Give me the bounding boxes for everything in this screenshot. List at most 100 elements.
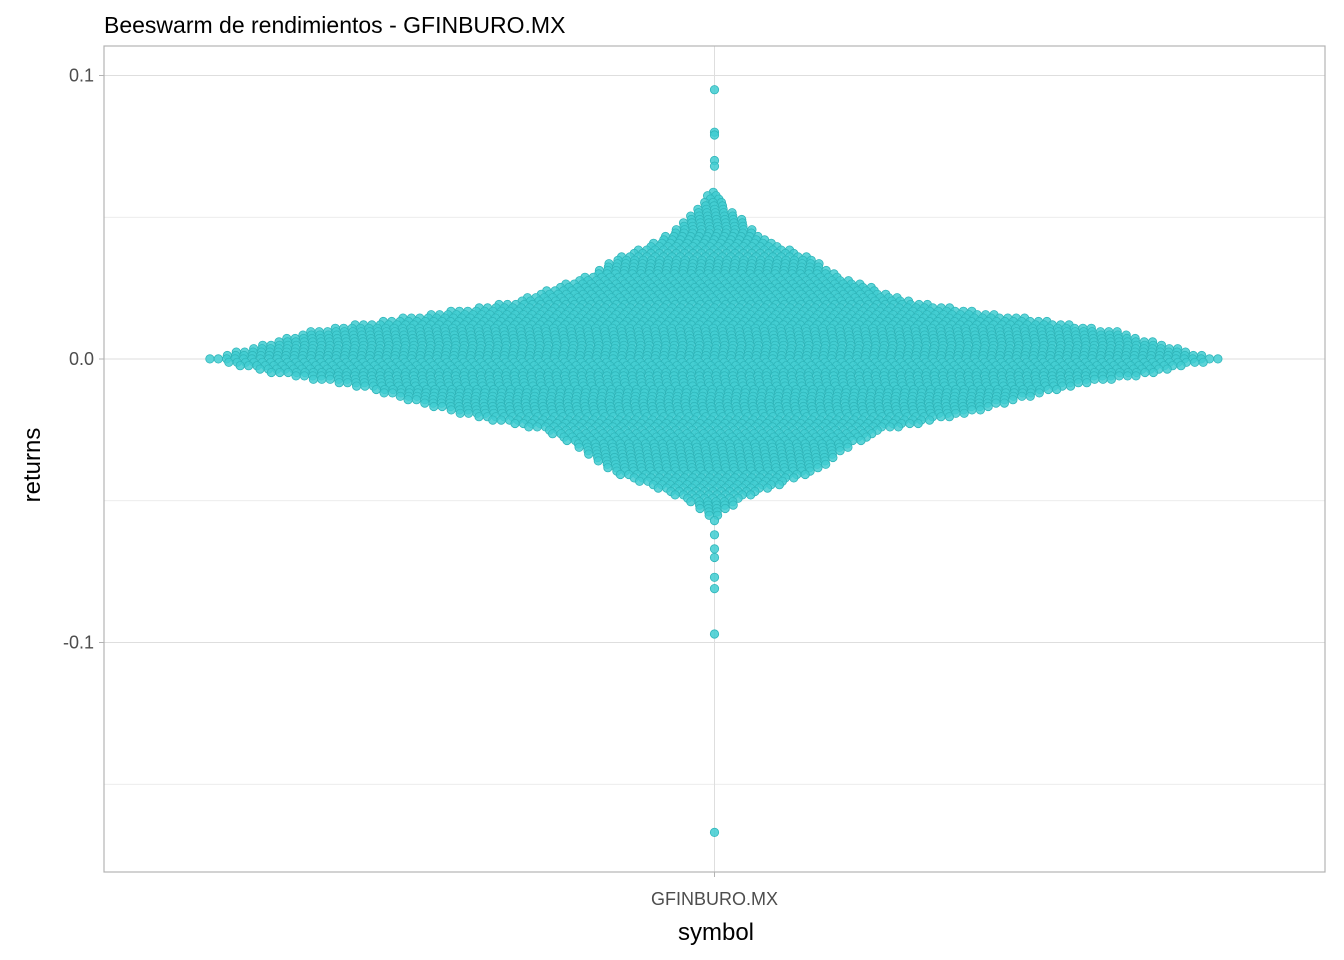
data-point (1190, 357, 1200, 367)
data-point (1034, 388, 1044, 398)
x-axis-ticks: GFINBURO.MX (651, 872, 778, 909)
data-point (308, 374, 318, 384)
data-point (334, 378, 344, 388)
data-point (885, 422, 895, 432)
data-point (351, 381, 362, 391)
outlier-point (709, 583, 720, 594)
data-point (1198, 357, 1208, 367)
outlier-point (709, 85, 720, 95)
data-point (593, 456, 603, 466)
outlier-point (709, 130, 720, 140)
data-point (360, 381, 370, 391)
data-point (403, 395, 413, 405)
y-axis-title: returns (19, 428, 46, 503)
data-point (1008, 395, 1018, 405)
data-point (488, 415, 498, 425)
data-point (1106, 374, 1117, 384)
data-point (944, 412, 955, 422)
data-point (205, 354, 215, 364)
chart-title: Beeswarm de rendimientos - GFINBURO.MX (104, 12, 566, 38)
data-point (510, 418, 520, 429)
outlier-point (709, 161, 720, 171)
data-point (821, 459, 831, 469)
data-point (411, 395, 422, 405)
data-point (1090, 374, 1100, 384)
data-point (762, 483, 773, 493)
data-point (905, 418, 915, 429)
data-point (474, 412, 484, 422)
data-point (1025, 391, 1035, 401)
data-point (967, 405, 977, 415)
data-point (1043, 384, 1053, 395)
data-point (446, 405, 456, 415)
data-point (1213, 354, 1223, 364)
data-point (634, 476, 645, 486)
points-layer (205, 85, 1223, 838)
data-point (1131, 371, 1141, 381)
data-point (913, 418, 923, 429)
data-point (720, 503, 730, 514)
data-point (1017, 391, 1027, 401)
data-point (615, 469, 626, 480)
data-point (1162, 364, 1172, 374)
data-point (800, 469, 810, 480)
y-tick-label: -0.1 (63, 633, 94, 653)
data-point (255, 364, 265, 374)
data-point (299, 371, 309, 381)
data-point (789, 473, 799, 483)
y-tick-label: 0.1 (69, 66, 94, 86)
data-point (991, 398, 1001, 408)
data-point (224, 357, 234, 367)
data-point (1140, 367, 1150, 378)
data-point (653, 483, 663, 493)
outlier-point (709, 552, 720, 563)
data-point (437, 401, 447, 412)
data-point (532, 422, 542, 432)
data-point (835, 446, 845, 456)
data-point (774, 480, 785, 490)
data-point (1066, 381, 1076, 391)
data-point (1148, 367, 1159, 378)
data-point (670, 490, 680, 500)
data-point (1052, 384, 1062, 395)
outlier-point (709, 515, 720, 526)
data-point (379, 388, 389, 398)
data-point (420, 398, 430, 408)
data-point (235, 361, 245, 371)
data-point (843, 442, 853, 452)
data-point (455, 408, 465, 418)
data-point (547, 429, 558, 439)
data-point (695, 503, 705, 514)
outlier-point (709, 544, 720, 554)
data-point (562, 435, 572, 446)
y-tick-label: 0.0 (69, 349, 94, 369)
data-point (1176, 361, 1186, 371)
data-point (584, 449, 594, 459)
data-point (893, 422, 904, 432)
data-point (429, 401, 439, 412)
data-point (936, 412, 946, 422)
data-point (828, 452, 838, 463)
data-point (856, 435, 866, 446)
data-point (496, 415, 506, 425)
data-point (266, 367, 276, 378)
data-point (524, 422, 534, 432)
data-point (213, 354, 223, 364)
data-point (959, 408, 969, 418)
data-point (244, 361, 254, 371)
data-point (983, 401, 993, 412)
data-point (387, 388, 398, 398)
data-point (342, 378, 353, 388)
data-point (813, 463, 823, 473)
data-point (1073, 378, 1084, 388)
outlier-point (709, 572, 720, 582)
data-point (325, 374, 335, 384)
data-point (395, 391, 405, 401)
data-point (924, 415, 935, 425)
data-point (275, 367, 285, 378)
data-point (283, 367, 293, 378)
outlier-point (709, 827, 720, 838)
data-point (728, 500, 738, 510)
data-point (999, 398, 1010, 408)
